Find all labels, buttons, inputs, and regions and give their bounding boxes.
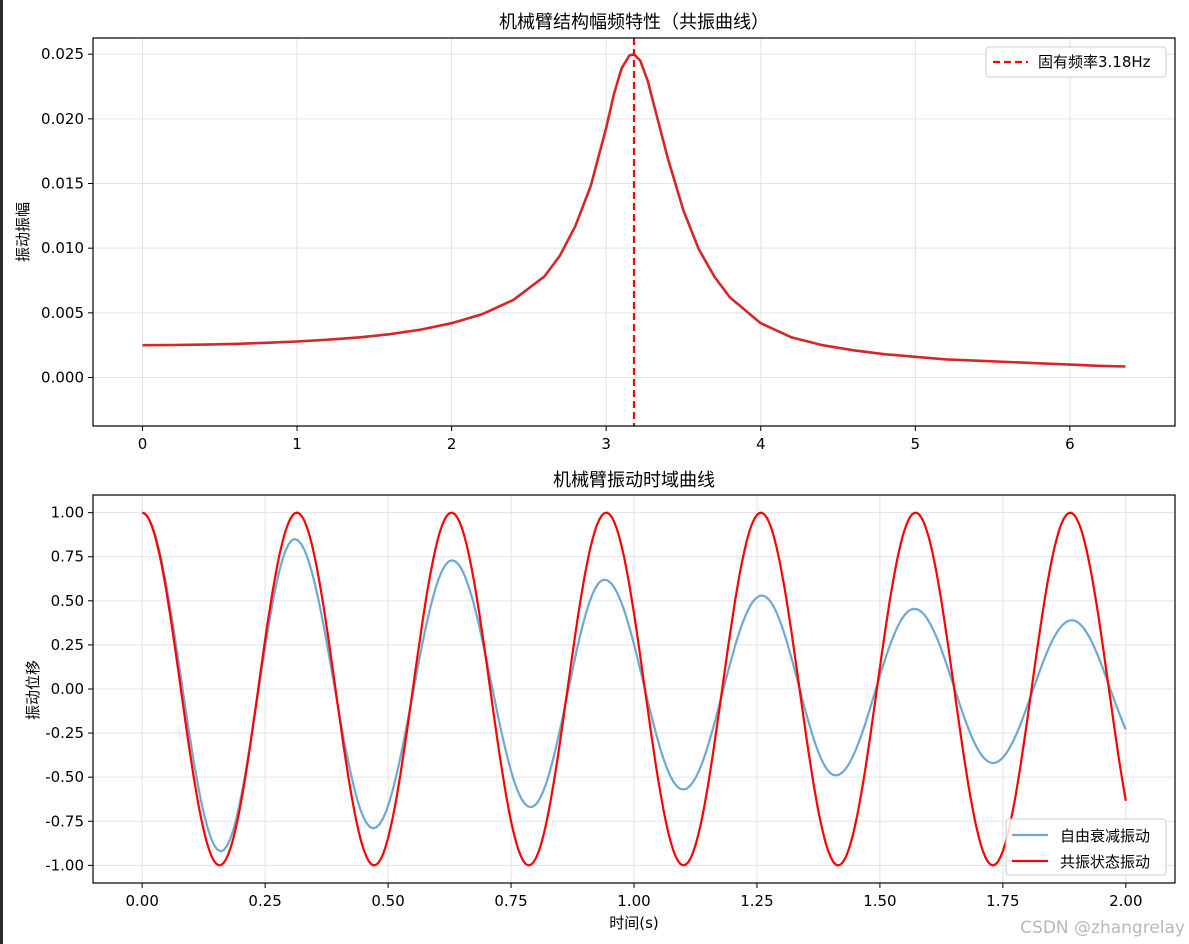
chart1-axes-frame bbox=[92, 37, 1176, 427]
chart1-xtick-label: 0 bbox=[138, 435, 148, 453]
chart1-legend: 固有频率3.18Hz bbox=[985, 46, 1167, 78]
chart1-ytick-label: 0.025 bbox=[41, 45, 84, 63]
chart1-ytick-label: 0.020 bbox=[41, 110, 84, 128]
chart1-xtick-label: 6 bbox=[1065, 435, 1075, 453]
watermark: CSDN @zhangrelay bbox=[1020, 918, 1185, 938]
chart1-xtick-label: 5 bbox=[911, 435, 921, 453]
chart1-ylabel: 振动振幅 bbox=[14, 202, 32, 262]
chart1-xtick-label: 4 bbox=[756, 435, 766, 453]
left-frame-border bbox=[0, 0, 3, 944]
chart1-xtick-label: 1 bbox=[292, 435, 302, 453]
chart1-xtick-label: 2 bbox=[447, 435, 457, 453]
chart1-marks bbox=[142, 38, 1126, 426]
chart1-legend-label-natural-frequency: 固有频率3.18Hz bbox=[1038, 53, 1151, 71]
chart1-ytick-label: 0.005 bbox=[41, 304, 84, 322]
chart1-ytick-label: 0.015 bbox=[41, 175, 84, 193]
chart1-xtick-label: 3 bbox=[601, 435, 611, 453]
chart1-ytick-label: 0.000 bbox=[41, 369, 84, 387]
chart1-ticks: 0 1 2 3 4 5 6 0.000 0.005 0.010 0.015 0.020 0.025 bbox=[41, 45, 1075, 453]
chart1-title: 机械臂结构幅频特性（共振曲线） bbox=[499, 12, 769, 33]
chart1-ytick-label: 0.010 bbox=[41, 239, 84, 257]
chart1-legend-box bbox=[985, 46, 1167, 78]
